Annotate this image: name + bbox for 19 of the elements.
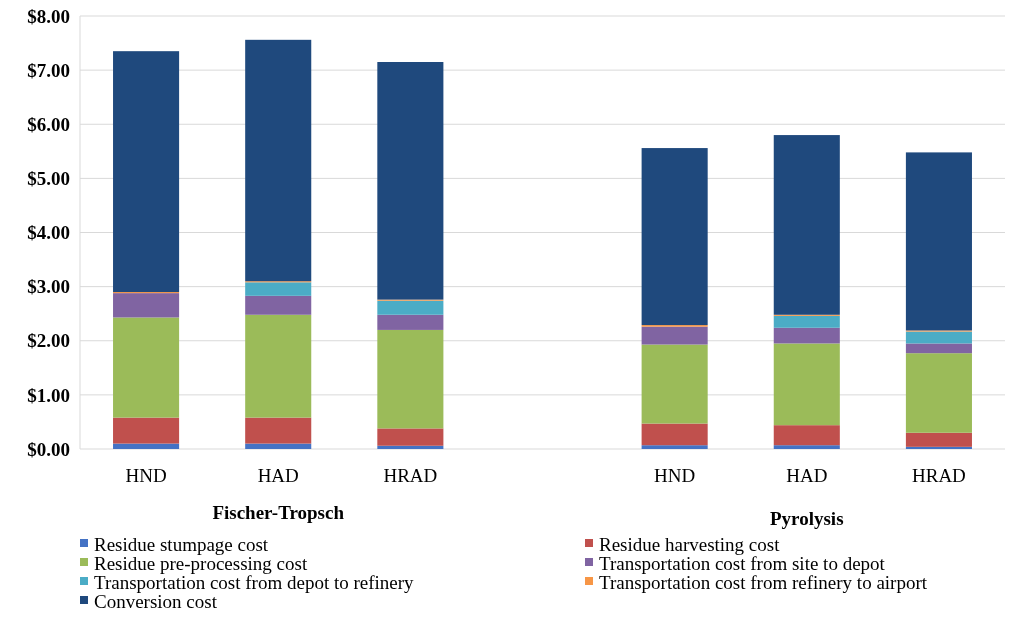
legend-label: Residue stumpage cost — [94, 533, 269, 555]
x-tick-label: HND — [654, 465, 696, 486]
y-tick-label: $1.00 — [27, 384, 70, 406]
y-tick-label: $7.00 — [27, 59, 70, 81]
y-tick-label: $5.00 — [27, 168, 70, 190]
y-tick-label: $0.00 — [27, 438, 70, 460]
y-tick-label: $2.00 — [27, 330, 70, 352]
x-tick-label: HRAD — [912, 465, 966, 486]
x-tick-label: HRAD — [383, 465, 438, 486]
y-tick-label: $3.00 — [27, 276, 70, 298]
x-tick-label: HAD — [257, 465, 299, 486]
text: Pyrolysis — [770, 508, 844, 529]
text: Fischer-Tropsch — [212, 502, 345, 523]
x-tick-label: HND — [125, 465, 167, 486]
legend-label: Residue harvesting cost — [599, 533, 781, 555]
y-tick-label: $8.00 — [27, 5, 70, 27]
y-tick-label: $6.00 — [27, 113, 70, 135]
y-tick-label: $4.00 — [27, 222, 70, 244]
x-tick-label: HAD — [786, 465, 828, 486]
